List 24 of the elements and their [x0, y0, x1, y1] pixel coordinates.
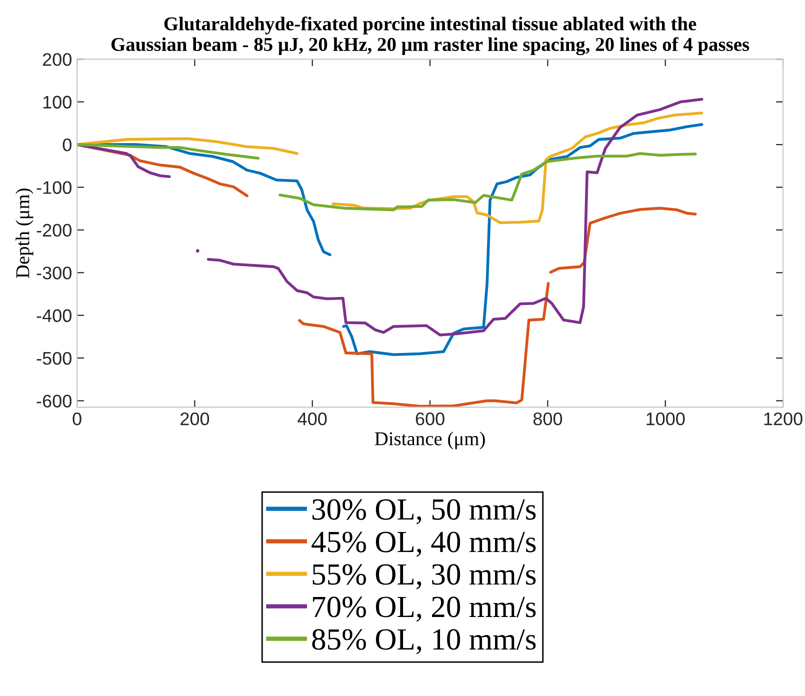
legend-label: 55% OL, 30 mm/s: [312, 564, 536, 590]
legend-label: 45% OL, 40 mm/s: [312, 532, 536, 557]
x-tick-label: 1000: [646, 412, 685, 426]
y-tick-label: -500: [36, 352, 72, 365]
y-tick-label: -100: [36, 181, 72, 194]
y-tick-label: -300: [36, 266, 72, 280]
legend-label: 30% OL, 50 mm/s: [312, 499, 536, 524]
legend-label: 85% OL, 10 mm/s: [312, 629, 536, 654]
y-tick-label: 100: [43, 96, 72, 109]
x-tick-label: 200: [180, 412, 210, 426]
legend-label: 70% OL, 20 mm/s: [313, 596, 536, 622]
x-tick-label: 600: [416, 412, 444, 426]
y-tick-label: -600: [36, 394, 72, 408]
x-axis-title: Distance (μm): [374, 432, 485, 450]
chart-title: Glutaraldehyde-fixated porcine intestinal tissue ablated with the Gaussian beam - 85 μJ, 20 kHz, 20 μm raster line spacing, 20 lines of 4 passes: [111, 16, 750, 56]
x-tick-label: 400: [298, 412, 327, 426]
y-tick-label: 200: [42, 53, 72, 66]
x-tick-label: 0: [72, 412, 82, 426]
x-tick-label: 800: [533, 412, 562, 426]
y-axis-title: Depth (μm): [16, 188, 34, 278]
y-tick-label: 0: [62, 138, 72, 152]
y-tick-label: -400: [36, 309, 72, 322]
y-tick-label: -200: [36, 224, 72, 237]
x-tick-label: 1200: [764, 412, 802, 426]
